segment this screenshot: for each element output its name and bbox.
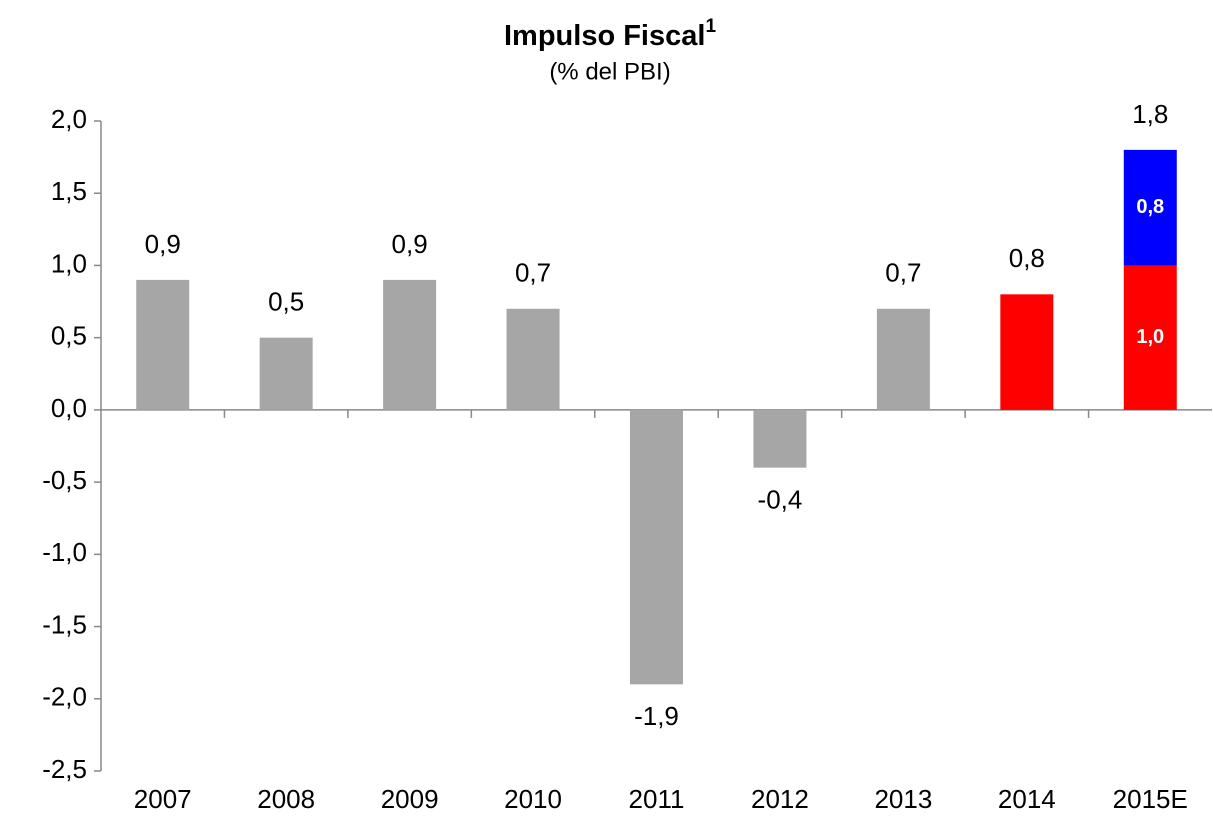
y-tick-label: 1,0 [51,248,87,278]
y-tick-label: -1,5 [42,609,87,639]
title-text: Impulso Fiscal [504,20,705,52]
x-tick-label: 2015E [1113,784,1188,814]
y-tick-label: -1,0 [42,537,87,567]
bar [1000,294,1054,410]
y-tick-label: 0,0 [51,393,87,423]
y-tick-label: 1,5 [51,176,87,206]
title-superscript: 1 [705,16,716,37]
x-tick-label: 2007 [134,784,192,814]
x-tick-label: 2012 [751,784,809,814]
bar [259,337,313,410]
x-tick-label: 2008 [257,784,315,814]
y-tick-label: -0,5 [42,465,87,495]
value-label: 0,9 [145,229,181,259]
x-tick-label: 2013 [874,784,932,814]
bar [1123,149,1177,266]
bar [136,279,190,410]
chart-subtitle: (% del PBI) [549,58,670,85]
value-label: 0,9 [392,229,428,259]
bar [506,308,560,410]
total-label: 1,8 [1132,99,1168,129]
x-tick-label: 2014 [998,784,1056,814]
chart-title: Impulso Fiscal1 [504,16,716,52]
segment-label: 0,8 [1136,196,1164,218]
value-label: 0,8 [1009,243,1045,273]
value-label: 0,7 [885,258,921,288]
x-tick-label: 2009 [381,784,439,814]
value-label: -1,9 [634,701,679,731]
y-tick-label: 0,5 [51,321,87,351]
bar [630,409,683,685]
y-tick-label: -2,0 [42,682,87,712]
y-tick-label: -2,5 [42,754,87,784]
bar [383,279,437,410]
segment-label: 1,0 [1136,326,1164,348]
bar [876,308,930,410]
y-tick-label: 2,0 [51,104,87,134]
bar [1123,265,1177,410]
bar [753,409,807,468]
x-tick-label: 2010 [504,784,562,814]
value-label: 0,5 [268,287,304,317]
value-label: 0,7 [515,258,551,288]
x-tick-label: 2011 [629,784,685,814]
value-label: -0,4 [758,485,803,515]
